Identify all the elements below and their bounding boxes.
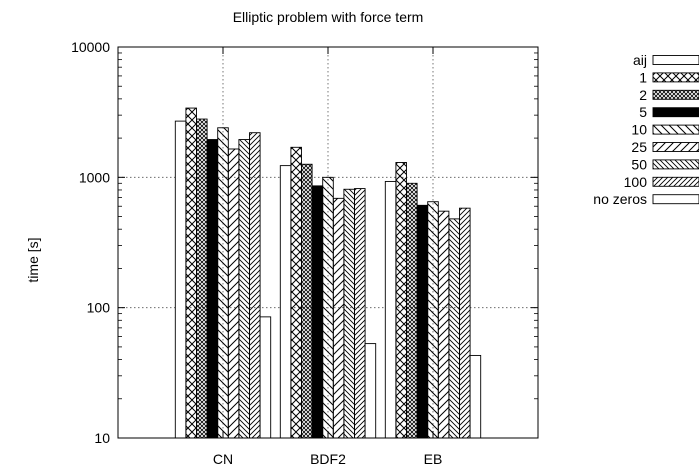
y-tick-label: 10000 — [71, 39, 110, 55]
axis-ticks: 10 100 1000 10000 CN BDF2 EB — [71, 39, 538, 467]
x-tick-label: BDF2 — [310, 451, 346, 467]
bar — [249, 132, 261, 439]
x-tick-label: CN — [213, 451, 233, 467]
bar — [217, 127, 229, 439]
y-axis-label: time [s] — [25, 237, 41, 282]
bar — [259, 316, 272, 439]
legend-swatch — [652, 142, 699, 152]
y-tick-label: 1000 — [79, 169, 110, 185]
bar — [469, 354, 482, 439]
legend-swatch — [652, 159, 699, 170]
legend-swatch — [652, 124, 699, 135]
bar — [459, 207, 471, 439]
bar — [384, 180, 397, 439]
bar — [448, 218, 460, 439]
bar — [322, 176, 334, 439]
legend-label: no zeros — [593, 191, 647, 207]
legend-swatch — [652, 55, 699, 65]
bar — [311, 185, 324, 439]
bar — [196, 118, 208, 439]
legend-swatch — [652, 72, 699, 83]
bar — [406, 182, 418, 439]
x-tick-label: EB — [424, 451, 443, 467]
legend-swatch — [652, 89, 699, 100]
bar — [427, 201, 439, 439]
bar — [206, 139, 219, 439]
bar — [290, 146, 302, 439]
legend-label: 25 — [631, 139, 647, 155]
bar — [174, 120, 187, 439]
legend-label: 50 — [631, 156, 647, 172]
bar — [185, 107, 197, 439]
bars — [174, 107, 482, 439]
legend-swatch — [652, 176, 699, 187]
y-tick-label: 100 — [87, 300, 111, 316]
bar — [395, 162, 407, 439]
bar — [364, 343, 377, 439]
legend-swatch — [652, 107, 699, 118]
y-tick-label: 10 — [94, 430, 110, 446]
bar — [238, 139, 250, 439]
legend-label: 2 — [639, 87, 647, 103]
legend-label: 1 — [639, 69, 647, 85]
legend-swatch — [652, 194, 699, 205]
grid-lines — [118, 47, 538, 438]
bar — [354, 188, 366, 439]
chart-title: Elliptic problem with force term — [233, 9, 424, 25]
bar — [279, 165, 292, 439]
legend-label: 100 — [624, 174, 648, 190]
bar — [332, 197, 345, 439]
bar — [437, 210, 450, 439]
legend-label: aij — [633, 52, 647, 68]
bar — [416, 204, 429, 439]
bar — [343, 188, 355, 439]
legend-label: 10 — [631, 122, 647, 138]
bar — [301, 163, 313, 439]
legend-label: 5 — [639, 104, 647, 120]
bar — [227, 148, 240, 439]
